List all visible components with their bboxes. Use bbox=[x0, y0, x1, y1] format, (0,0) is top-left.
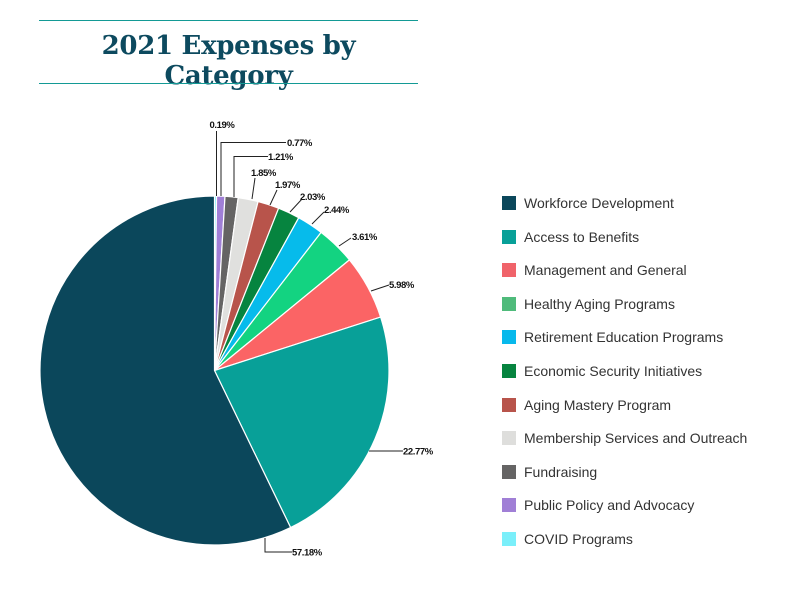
data-label-public-policy-and-advocacy: 0.77% bbox=[287, 138, 313, 149]
data-label-access-to-benefits: 22.77% bbox=[403, 447, 434, 458]
leader-line-healthy-aging-programs bbox=[338, 237, 352, 247]
leader-line-workforce-development bbox=[264, 538, 292, 553]
legend-item-aging-mastery-program: Aging Mastery Program bbox=[502, 397, 747, 431]
legend-label: Healthy Aging Programs bbox=[524, 295, 675, 312]
legend-swatch bbox=[502, 531, 516, 546]
legend-label: Membership Services and Outreach bbox=[524, 430, 748, 447]
leader-line-retirement-education-programs bbox=[311, 211, 325, 225]
leader-line-membership-services-and-outreach bbox=[251, 177, 256, 200]
pie-labels: 57.18% 22.77% 5.98% 3.61% 2.44% 2.03%1.97%1.8… bbox=[210, 120, 435, 559]
data-label-covid-programs: 0.19% bbox=[210, 120, 236, 131]
legend-swatch bbox=[502, 464, 516, 479]
legend-swatch bbox=[502, 330, 516, 345]
legend-item-economic-security-initiatives: Economic Security Initiatives bbox=[502, 363, 747, 397]
legend-swatch bbox=[502, 397, 516, 412]
data-label-economic-security-initiatives: 2.03% bbox=[300, 192, 326, 203]
leader-line-aging-mastery-program bbox=[269, 189, 278, 206]
leader-line-public-policy-and-advocacy bbox=[220, 142, 286, 196]
legend-label: Management and General bbox=[524, 262, 687, 279]
legend-swatch bbox=[502, 498, 516, 513]
data-label-retirement-education-programs: 2.44% bbox=[324, 205, 350, 216]
legend-label: Retirement Education Programs bbox=[524, 329, 724, 346]
chart-legend: Workforce Development Access to Benefits M… bbox=[502, 195, 747, 565]
legend-label: Fundraising bbox=[524, 463, 598, 480]
legend-item-healthy-aging-programs: Healthy Aging Programs bbox=[502, 296, 747, 330]
legend-label: COVID Programs bbox=[524, 530, 633, 547]
legend-swatch bbox=[502, 263, 516, 278]
legend-label: Public Policy and Advocacy bbox=[524, 497, 695, 514]
data-label-healthy-aging-programs: 3.61% bbox=[352, 232, 378, 243]
leader-line-economic-security-initiatives bbox=[289, 198, 303, 213]
legend-item-access-to-benefits: Access to Benefits bbox=[502, 229, 747, 263]
legend-item-workforce-development: Workforce Development bbox=[502, 195, 747, 229]
legend-item-retirement-education-programs: Retirement Education Programs bbox=[502, 329, 747, 363]
legend-swatch bbox=[502, 229, 516, 244]
leader-line-fundraising bbox=[233, 156, 268, 197]
legend-item-management-and-general: Management and General bbox=[502, 262, 747, 296]
pie-slice-access-to-benefits bbox=[213, 316, 390, 529]
pie-slice-workforce-development bbox=[39, 195, 292, 546]
data-label-fundraising: 1.21% bbox=[268, 152, 294, 163]
title-rule-top bbox=[39, 20, 418, 21]
chart-title: 2021 Expenses by Category bbox=[101, 31, 356, 91]
legend-label: Aging Mastery Program bbox=[524, 396, 672, 413]
legend-item-public-policy-and-advocacy: Public Policy and Advocacy bbox=[502, 497, 747, 531]
legend-swatch bbox=[502, 196, 516, 210]
title-rule-bottom bbox=[39, 83, 418, 84]
legend-label: Access to Benefits bbox=[524, 228, 640, 245]
legend-swatch bbox=[502, 296, 516, 311]
data-label-management-and-general: 5.98% bbox=[389, 280, 415, 291]
leader-line-management-and-general bbox=[370, 284, 390, 292]
data-label-aging-mastery-program: 1.97% bbox=[275, 180, 301, 191]
legend-label: Economic Security Initiatives bbox=[524, 362, 703, 379]
data-label-membership-services-and-outreach: 1.85% bbox=[251, 168, 277, 179]
pie-slices bbox=[39, 195, 390, 546]
legend-item-membership-services-and-outreach: Membership Services and Outreach bbox=[502, 430, 747, 464]
legend-label: Workforce Development bbox=[524, 195, 674, 211]
legend-item-fundraising: Fundraising bbox=[502, 464, 747, 498]
legend-item-covid-programs: COVID Programs bbox=[502, 531, 747, 565]
legend-swatch bbox=[502, 431, 516, 446]
legend-swatch bbox=[502, 363, 516, 378]
data-label-workforce-development: 57.18% bbox=[292, 548, 323, 559]
